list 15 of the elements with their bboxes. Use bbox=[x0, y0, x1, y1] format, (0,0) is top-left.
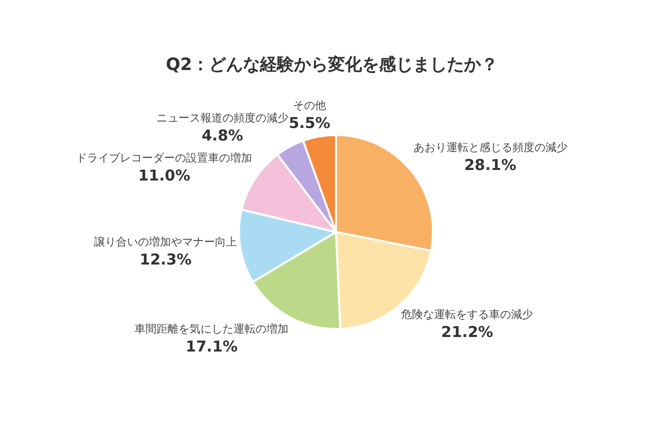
slice-label: ドライブレコーダーの設置車の増加 bbox=[76, 151, 252, 164]
data-label: 11.0% bbox=[138, 166, 190, 184]
slice-label: あおり運転と感じる頻度の減少 bbox=[413, 140, 568, 154]
slice-label: 譲り合いの増加やマナー向上 bbox=[94, 235, 238, 248]
slice-label: 車間距離を気にした運転の増加 bbox=[134, 322, 289, 336]
data-label: 5.5% bbox=[288, 114, 330, 132]
data-label: 28.1% bbox=[464, 156, 516, 174]
slice-label: 危険な運転をする車の減少 bbox=[401, 308, 534, 322]
data-label: 21.2% bbox=[441, 323, 494, 342]
data-label: 17.1% bbox=[186, 338, 238, 356]
data-label: 4.8% bbox=[202, 126, 244, 144]
slice-label: その他 bbox=[293, 98, 326, 112]
data-label: 12.3% bbox=[140, 250, 192, 268]
chart-title: Q2：どんな経験から変化を感じましたか？ bbox=[166, 55, 498, 75]
slice-label: ニュース報道の頻度の減少 bbox=[156, 111, 288, 124]
